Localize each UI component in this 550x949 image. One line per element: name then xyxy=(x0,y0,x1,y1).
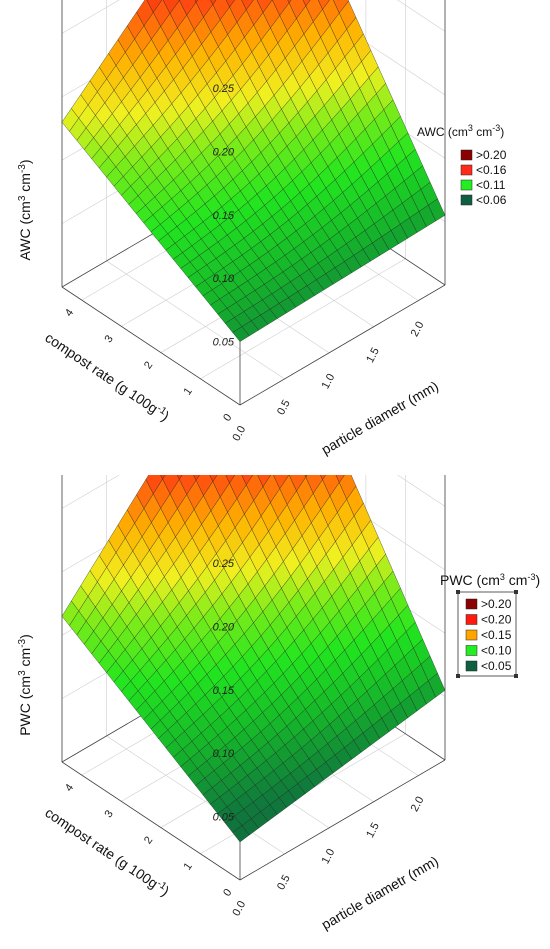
legend: AWC (cm3 cm-3) >0.20<0.16<0.11<0.06 xyxy=(417,123,507,207)
legend-label: <0.20 xyxy=(481,613,512,627)
x-tick-label: 0 xyxy=(221,412,234,424)
y-tick-label: 1.5 xyxy=(364,821,382,840)
legend-label: <0.05 xyxy=(481,659,512,673)
z-tick-label: 0.25 xyxy=(213,558,235,570)
legend-label: <0.11 xyxy=(476,178,506,192)
surface-cell xyxy=(225,475,236,484)
x-tick-label: 4 xyxy=(63,782,76,794)
x-tick-label: 2 xyxy=(142,834,155,846)
y-tick-label: 2.0 xyxy=(409,795,427,814)
z-axis-label: AWC (cm3 cm-3) xyxy=(17,159,33,260)
z-tick-label: 0.05 xyxy=(213,337,235,349)
legend-handle xyxy=(514,674,518,678)
y-tick-label: 1.0 xyxy=(320,372,338,391)
legend-swatch xyxy=(460,179,473,191)
y-axis-label: particle diametr (mm) xyxy=(319,378,442,458)
legend-label: >0.20 xyxy=(476,148,507,162)
y-axis-label: particle diametr (mm) xyxy=(319,853,442,933)
surface-mesh xyxy=(61,0,446,342)
legend-handle xyxy=(456,590,460,594)
surface-cell xyxy=(193,475,200,481)
plot-area: 0.05 0.10 0.15 0.20 0.25 0 1 2 3 4 0.0 0.5 1.0 1.5 2.0… xyxy=(17,0,446,458)
legend-label: <0.15 xyxy=(481,628,512,642)
z-tick-label: 0.20 xyxy=(213,621,235,633)
x-tick-label: 4 xyxy=(63,307,76,319)
y-tick-label: 1.0 xyxy=(320,847,338,866)
legend-label: >0.20 xyxy=(481,597,512,611)
x-tick-label: 3 xyxy=(102,808,115,820)
z-tick-label: 0.10 xyxy=(213,748,235,760)
z-tick-label: 0.15 xyxy=(213,210,235,222)
x-axis-label: compost rate (g 100g-1) xyxy=(42,329,172,424)
x-axis-label: compost rate (g 100g-1) xyxy=(42,804,172,899)
legend: PWC (cm3 cm-3) >0.20 <0.20<0.15 <0.10<0.05 xyxy=(440,572,540,678)
x-tick-label: 0 xyxy=(221,887,234,899)
legend-swatch xyxy=(460,194,473,206)
legend-handle xyxy=(456,674,460,678)
x-tick-label: 1 xyxy=(182,386,195,398)
legend-swatch xyxy=(465,645,478,656)
surface-cell xyxy=(320,475,326,481)
plot-area: 0.05 0.10 0.15 0.20 0.25 0 1 2 3 4 0.0 0.5 1.0 1.5 2.0… xyxy=(17,475,446,933)
surface-cell xyxy=(209,475,218,483)
surface-cell xyxy=(232,825,250,843)
z-tick-label: 0.15 xyxy=(213,685,235,697)
surface-mesh xyxy=(61,475,446,843)
z-tick-label: 0.20 xyxy=(213,146,235,158)
surface-cell xyxy=(210,0,217,6)
legend-swatch xyxy=(465,598,478,610)
legend-swatch xyxy=(465,614,478,625)
legend-swatch xyxy=(460,149,473,161)
legend-title: AWC (cm3 cm-3) xyxy=(417,123,504,139)
legend-swatch xyxy=(460,164,473,176)
legend-swatch xyxy=(465,660,478,672)
surface-cell xyxy=(232,326,250,342)
legend-box xyxy=(457,591,517,677)
awc-surface-chart: 0.05 0.10 0.15 0.20 0.25 0 1 2 3 4 0.0 0.5 1.0 1.5 2.0… xyxy=(17,0,507,458)
surface-cell xyxy=(194,0,199,3)
z-axis-label: PWC (cm3 cm-3) xyxy=(17,634,33,736)
surface-cell xyxy=(302,0,311,7)
box-edge xyxy=(61,286,241,406)
legend-swatch xyxy=(465,629,478,641)
y-tick-label: 1.5 xyxy=(364,346,382,365)
surface-cell xyxy=(176,475,183,480)
box-edge xyxy=(61,761,241,881)
legend-handle xyxy=(514,590,518,594)
surface-cell xyxy=(160,475,166,480)
legend-label: <0.10 xyxy=(481,644,512,658)
z-tick-label: 0.25 xyxy=(213,83,235,95)
box-edge xyxy=(239,284,446,406)
legend-label: <0.16 xyxy=(476,163,507,177)
y-tick-label: 2.0 xyxy=(409,320,427,339)
y-tick-label: 0.0 xyxy=(230,424,248,443)
surface-cell xyxy=(225,0,236,8)
x-tick-label: 3 xyxy=(102,333,115,345)
surface-cell xyxy=(287,0,292,4)
y-tick-label: 0.5 xyxy=(275,873,293,892)
z-tick-label: 0.10 xyxy=(213,273,235,285)
surface-cell xyxy=(335,475,345,484)
y-tick-label: 0.5 xyxy=(275,398,293,417)
y-tick-label: 0.0 xyxy=(230,899,248,918)
x-tick-label: 1 xyxy=(182,861,195,873)
box-edge xyxy=(239,759,446,881)
legend-title: PWC (cm3 cm-3) xyxy=(440,572,540,588)
x-tick-label: 2 xyxy=(142,359,155,371)
pwc-surface-chart: 0.05 0.10 0.15 0.20 0.25 0 1 2 3 4 0.0 0.5 1.0 1.5 2.0… xyxy=(17,475,540,933)
legend-label: <0.06 xyxy=(476,193,507,207)
z-tick-label: 0.05 xyxy=(213,812,235,824)
